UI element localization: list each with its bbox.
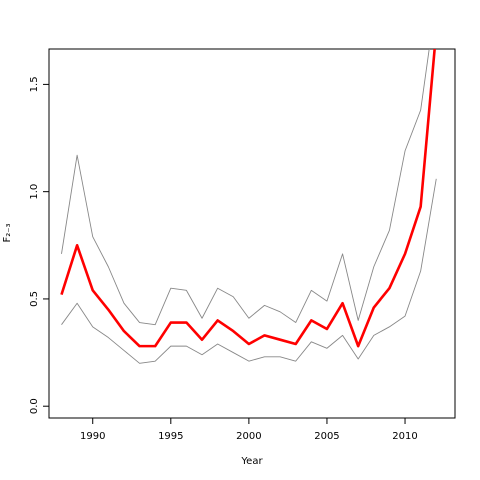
series-line-upper — [61, 49, 430, 326]
x-tick-label: 2005 — [314, 431, 339, 442]
series-line-lower — [61, 178, 437, 364]
y-tick-label: 1.0 — [29, 184, 40, 200]
y-axis-title: F₂₋₃ — [2, 223, 13, 242]
y-tick-label: 0.0 — [29, 398, 40, 414]
series-line-estimate — [60, 49, 436, 348]
x-tick-label: 2000 — [236, 431, 261, 442]
y-tick-label: 1.5 — [29, 76, 40, 92]
x-tick-label: 1995 — [158, 431, 183, 442]
x-tick-label: 2010 — [392, 431, 417, 442]
x-tick-label: 1990 — [80, 431, 105, 442]
x-axis-title: Year — [240, 456, 263, 467]
y-tick-label: 0.5 — [29, 291, 40, 307]
plot-frame — [48, 48, 456, 419]
